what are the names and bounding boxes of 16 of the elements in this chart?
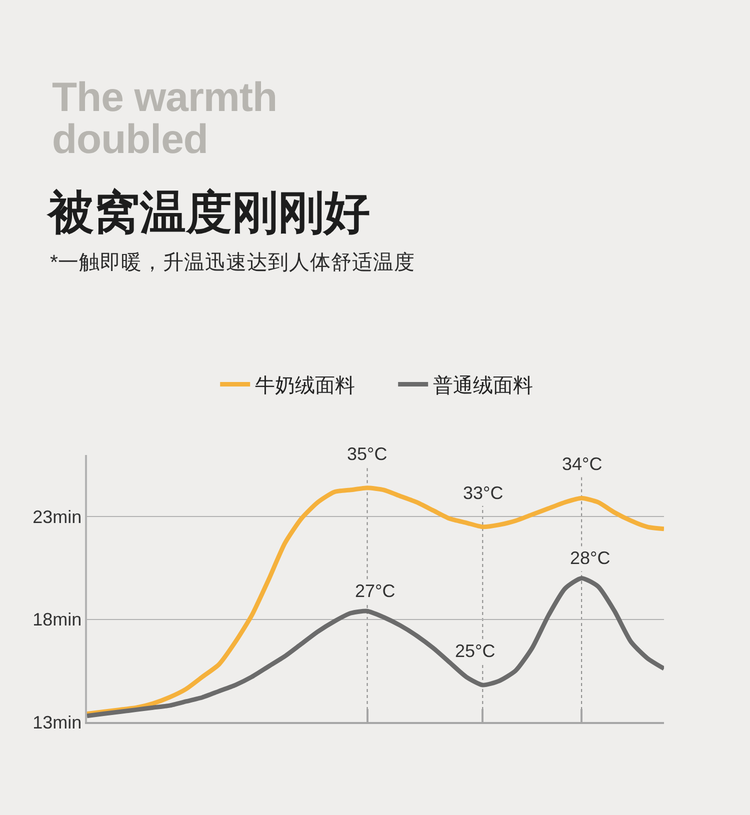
y-tick-label: 18min bbox=[32, 610, 82, 630]
annotation: 25°C bbox=[455, 641, 496, 661]
annotation: 34°C bbox=[562, 454, 602, 474]
text: *一触即暖，升温迅速达到人体舒适温度 bbox=[50, 251, 415, 274]
y-tick-label: 13min bbox=[32, 712, 82, 732]
annotation: 33°C bbox=[463, 483, 504, 503]
line-series bbox=[87, 486, 664, 716]
line-series bbox=[87, 576, 664, 718]
chart-subtitle: 被窝温度刚刚好 bbox=[48, 186, 370, 238]
y-tick-label: 23min bbox=[32, 506, 82, 527]
legend-label: 普通绒面料 bbox=[433, 374, 534, 398]
annotation: 27°C bbox=[355, 581, 396, 601]
legend-label: 牛奶绒面料 bbox=[255, 375, 356, 398]
annotation: 35°C bbox=[347, 444, 388, 464]
chart-title: The warmth doubled bbox=[52, 74, 278, 162]
annotation: 28°C bbox=[570, 548, 610, 568]
